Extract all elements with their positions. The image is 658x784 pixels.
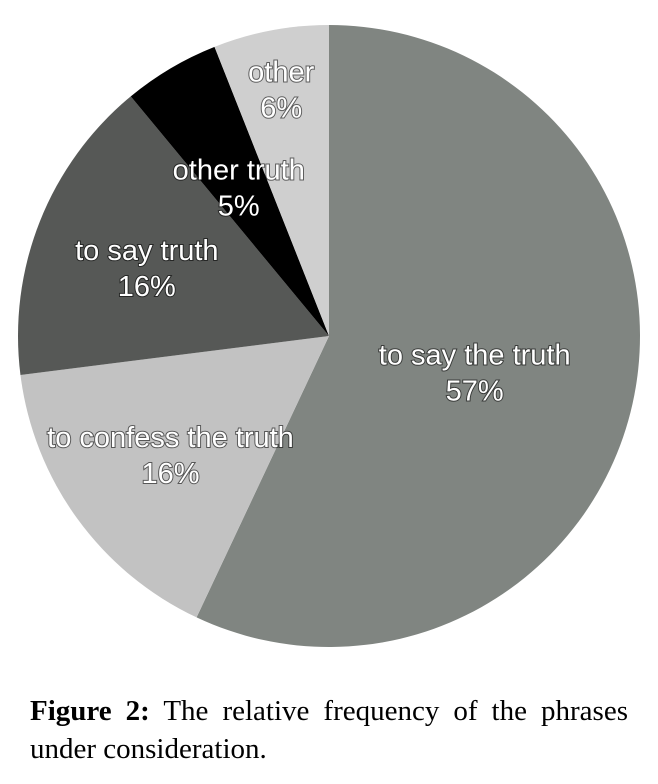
pie-labels: to say the truth 57% to confess the truth 1… [46, 55, 571, 491]
pie-slice [17, 96, 329, 375]
caption-text: The relative frequency of the phrases un… [30, 695, 628, 765]
figure-caption: Figure 2: The relative frequency of the … [30, 692, 628, 768]
pie-slice [130, 46, 329, 337]
slice-value-label: 16% [141, 458, 199, 490]
slice-value-label: 16% [118, 271, 176, 303]
slice-value-label: 6% [260, 92, 302, 124]
pie-slice [196, 25, 640, 647]
slice-value-label: 57% [446, 376, 504, 408]
slice-label: other truth [173, 154, 305, 186]
slice-value-label: 5% [218, 190, 260, 222]
pie-slices [17, 24, 640, 647]
pie-slice [214, 24, 329, 336]
slice-label: to say truth [75, 235, 218, 267]
pie-slice [20, 336, 329, 618]
slice-label: to say the truth [379, 340, 571, 372]
slice-label: to confess the truth [47, 422, 294, 454]
pie-chart: to say the truth 57% to confess the truth 1… [17, 24, 640, 647]
slice-label: other [248, 56, 314, 88]
caption-label: Figure 2: [30, 695, 150, 727]
